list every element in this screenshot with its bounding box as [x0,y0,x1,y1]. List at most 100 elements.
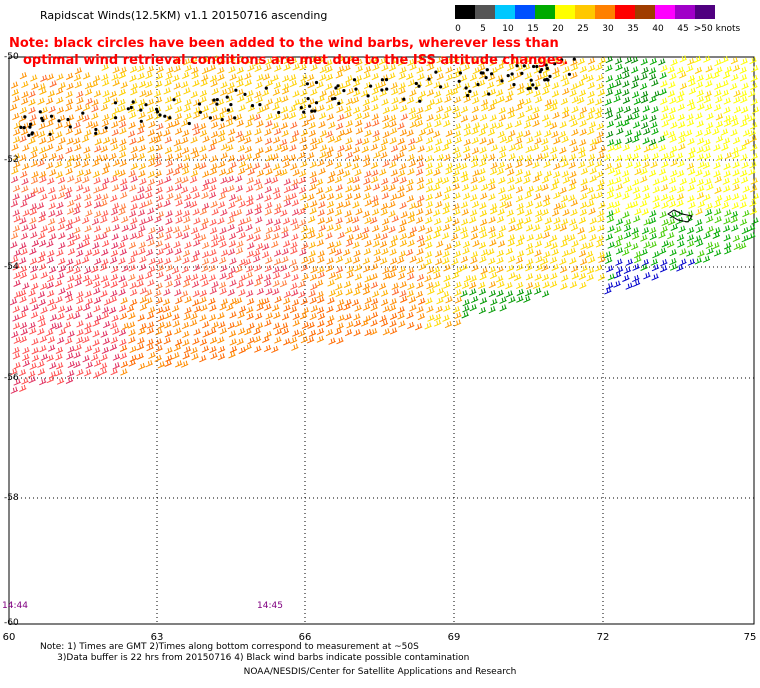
wind-barb [145,215,154,223]
wind-barb [76,368,84,377]
wind-barb [714,175,722,184]
wind-barb [571,128,579,137]
wind-barb [146,338,154,346]
wind-barb [695,129,703,138]
wind-barb [110,368,118,376]
wind-barb [346,271,354,279]
wind-barb [49,314,58,322]
wind-barb [228,232,237,240]
wind-barb [163,199,171,207]
wind-barb [632,135,640,143]
contamination-circle [510,72,514,76]
wind-barb [281,231,289,239]
wind-barb [13,362,21,370]
wind-barb [22,353,30,361]
wind-barb [288,74,297,82]
wind-barb [364,216,372,225]
wind-barb [382,266,390,275]
wind-barb [208,264,216,273]
wind-barb [119,138,127,146]
wind-barb [640,248,648,256]
wind-barb [669,257,677,266]
wind-barb [462,299,470,307]
contamination-circle [29,122,33,126]
contamination-circle [299,106,303,110]
wind-barb [46,375,55,384]
wind-barb [274,64,282,72]
wind-barb [271,153,279,161]
wind-barb [281,154,290,162]
contamination-circle [233,116,237,120]
wind-barb [660,259,668,267]
wind-barb [355,127,364,135]
wind-barb [281,144,289,152]
wind-barb [614,191,622,200]
wind-barb [399,201,407,210]
wind-barb [425,155,433,163]
wind-barb [354,273,363,281]
wind-barb [202,170,210,178]
wind-barb [164,330,173,338]
wind-barb [309,312,317,321]
wind-barb [543,224,552,232]
wind-barb [453,192,461,200]
wind-barb [498,106,506,115]
wind-barb [641,66,649,75]
wind-barb [660,225,668,234]
wind-barb [139,255,147,264]
wind-barb [668,177,677,185]
wind-barb [182,249,191,257]
wind-barb [119,144,127,153]
wind-barb [751,65,759,73]
wind-barb [444,138,452,146]
wind-barb [310,266,318,274]
wind-barb [217,112,225,120]
wind-barb [641,227,650,235]
wind-barb [641,208,649,216]
wind-barb [416,306,424,314]
wind-barb [30,151,38,160]
wind-barb [720,128,729,136]
wind-barb [571,96,580,104]
wind-barb [532,175,540,183]
wind-barb [516,218,524,226]
wind-barb [58,287,66,295]
wind-barb [416,273,425,282]
wind-barb [74,279,82,287]
wind-barb [308,241,316,249]
wind-barb [31,303,39,311]
wind-barb [298,329,306,338]
wind-barb [658,135,666,143]
wind-barb [516,250,525,258]
wind-barb [605,89,614,97]
wind-barb [13,161,21,169]
contamination-circle [484,76,488,80]
wind-barb [687,152,695,160]
wind-barb [155,345,163,353]
wind-barb [19,295,27,304]
wind-barb [147,170,155,179]
wind-barb [56,153,64,162]
wind-barb [156,248,164,256]
wind-barb [507,106,515,114]
wind-barb [697,185,705,193]
wind-barb [631,152,640,160]
wind-barb [175,360,183,368]
wind-barb [731,202,739,210]
wind-barb [57,191,66,199]
wind-barb [424,274,432,283]
wind-barb [615,120,624,128]
wind-barb [256,287,265,296]
wind-barb [289,259,297,267]
wind-barb [445,216,453,224]
wind-barb [73,160,81,169]
wind-barb [480,231,488,239]
wind-barb [85,121,94,129]
wind-barb [256,120,264,128]
wind-barb [137,72,145,80]
wind-barb [571,272,580,280]
wind-barb [47,135,55,143]
wind-barb [675,152,684,160]
wind-barb [192,249,201,258]
wind-barb [642,105,650,113]
